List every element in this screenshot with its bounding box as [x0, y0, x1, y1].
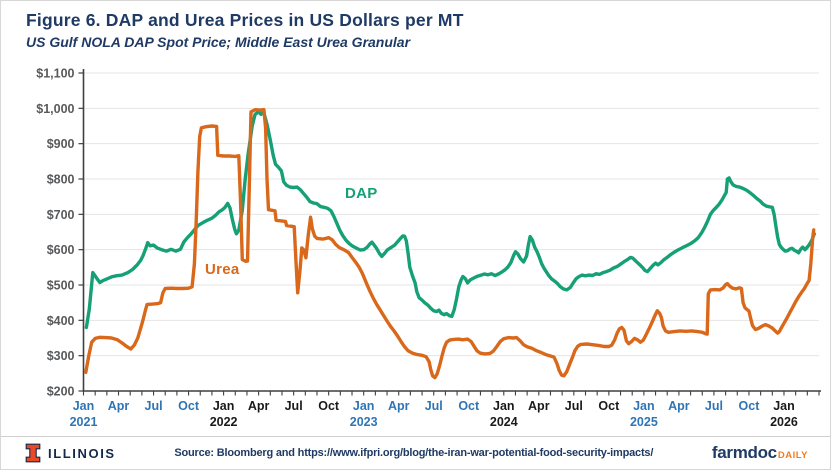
daily-wordmark: DAILY	[777, 450, 808, 461]
y-tick-label: $400	[47, 314, 75, 328]
y-tick-label: $600	[47, 243, 75, 257]
x-tick-year-label: 2021	[70, 415, 98, 429]
x-tick-label: Jul	[425, 399, 443, 413]
x-tick-label: Apr	[388, 399, 410, 413]
x-tick-label: Jan	[773, 399, 795, 413]
x-tick-year-label: 2023	[350, 415, 378, 429]
x-tick-label: Oct	[598, 399, 620, 413]
x-tick-label: Jan	[213, 399, 235, 413]
illinois-logo: ILLINOIS	[25, 443, 116, 463]
dap-series-label: DAP	[345, 185, 378, 202]
chart-title: Figure 6. DAP and Urea Prices in US Doll…	[26, 10, 464, 30]
y-tick-label: $1,000	[36, 102, 74, 116]
x-tick-label: Apr	[528, 399, 550, 413]
y-tick-label: $1,100	[36, 67, 74, 81]
x-tick-label: Jul	[145, 399, 163, 413]
x-tick-label: Apr	[248, 399, 270, 413]
y-tick-label: $900	[47, 137, 75, 151]
x-tick-label: Jan	[493, 399, 515, 413]
x-tick-year-label: 2024	[490, 415, 518, 429]
x-tick-label: Jul	[565, 399, 583, 413]
illinois-wordmark: ILLINOIS	[48, 445, 116, 461]
x-tick-label: Jul	[285, 399, 303, 413]
x-tick-label: Jan	[353, 399, 375, 413]
farmdoc-wordmark: farmdoc	[711, 443, 777, 462]
x-tick-label: Oct	[458, 399, 480, 413]
x-tick-label: Oct	[178, 399, 200, 413]
x-tick-year-label: 2025	[630, 415, 658, 429]
dap-price-line	[84, 109, 816, 330]
price-line-chart: $1,100 $1,000 $900 $800 $700 $600 $500 $400 $300…	[36, 67, 821, 429]
y-tick-label: $700	[47, 208, 75, 222]
y-tick-label: $500	[47, 279, 75, 293]
x-tick-label: Oct	[318, 399, 340, 413]
x-tick-label: Jan	[73, 399, 95, 413]
y-tick-label: $200	[47, 385, 75, 399]
x-tick-label: Apr	[668, 399, 690, 413]
x-tick-label: Apr	[108, 399, 130, 413]
footer-bar: ILLINOIS Source: Bloomberg and https://w…	[1, 436, 830, 469]
urea-price-line	[84, 107, 816, 380]
urea-series-label: Urea	[205, 261, 240, 278]
y-tick-label: $800	[47, 173, 75, 187]
source-text: Source: Bloomberg and https://www.ifpri.…	[174, 447, 654, 459]
x-tick-label: Oct	[739, 399, 761, 413]
chart-subtitle: US Gulf NOLA DAP Spot Price; Middle East…	[26, 34, 411, 50]
chart-header: Figure 6. DAP and Urea Prices in US Doll…	[26, 10, 464, 50]
x-tick-year-label: 2026	[770, 415, 798, 429]
x-tick-label: Jan	[633, 399, 655, 413]
illinois-block-i-icon	[25, 443, 41, 463]
y-tick-label: $300	[47, 349, 75, 363]
x-tick-year-label: 2022	[210, 415, 238, 429]
x-tick-label: Jul	[705, 399, 723, 413]
farmdoc-daily-logo: farmdoc DAILY	[712, 443, 808, 463]
